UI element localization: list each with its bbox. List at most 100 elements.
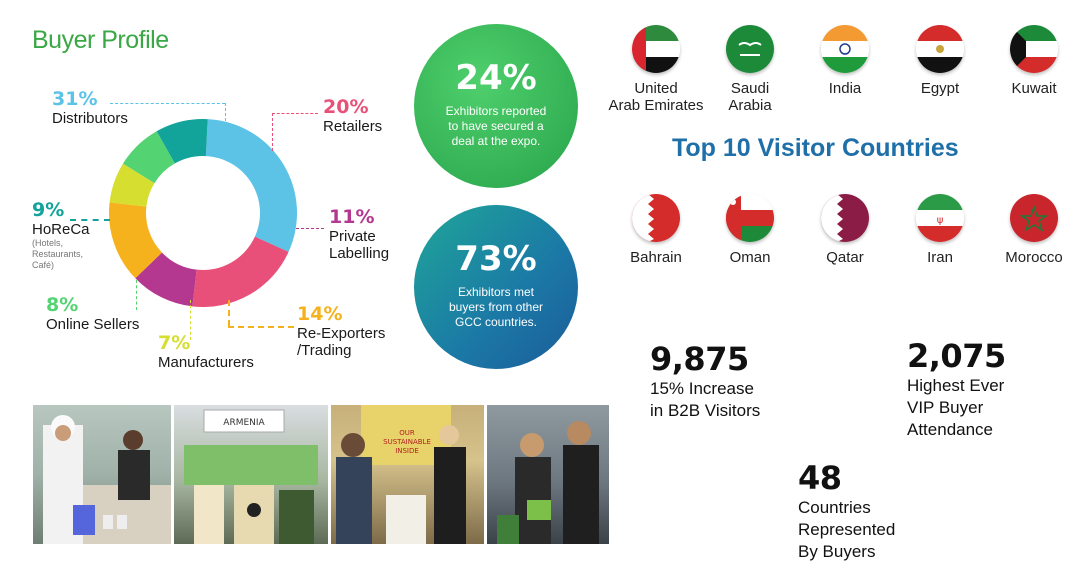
gcc-highlight-circle: 73% Exhibitors met buyers from other GCC… [414,205,578,369]
note-horeca-3: Café) [32,260,55,270]
leader-line-retailers [272,113,318,114]
morocco-flag-icon [1010,194,1058,242]
country-iran: Iran [927,249,953,266]
label-manufacturers: 7% Manufacturers [158,332,254,371]
oman-flag-icon [726,194,774,242]
country-egypt: Egypt [920,80,960,97]
photo-banner-text: ARMENIA [223,418,265,428]
deal-line-1: Exhibitors reported [445,104,547,118]
country-uae-line2: Arab Emirates [608,97,704,114]
country-qatar: Qatar [826,249,864,266]
photo-sustainable-stand: OUR SUSTAINABLE INSIDE [331,405,484,544]
stat-vip: 2,075 Highest Ever VIP Buyer Attendance [907,337,1006,441]
india-flag-icon [821,25,869,73]
stat-vip-line1: Highest Ever [907,376,1005,395]
pct-reexport: 14% [297,303,343,325]
donut-slice-private-labelling [135,252,197,307]
label-online-sellers: 8% Online Sellers [46,294,139,333]
stat-b2b: 9,875 15% Increase in B2B Visitors [650,340,760,422]
name-horeca: HoReCa [32,221,90,238]
donut-slice-online-sellers [122,131,175,184]
photo-sign-text-1: OUR [399,429,415,437]
country-bahrain: Bahrain [630,249,682,266]
note-horeca-2: Restaurants, [32,249,84,259]
name-reexport-1: Re-Exporters [297,325,386,342]
stat-vip-line2: VIP Buyer [907,398,984,417]
label-distributors: 31% Distributors [52,88,128,127]
name-manufacturers: Manufacturers [158,354,254,371]
country-oman: Oman [729,249,771,266]
gcc-line-3: GCC countries. [454,315,538,329]
name-online: Online Sellers [46,316,140,333]
label-retailers: 20% Retailers [323,96,382,135]
leader-line-private [296,228,324,229]
saudi-flag-icon [726,25,774,73]
stat-countries-value: 48 [798,459,842,497]
country-india: India [828,80,862,97]
stat-countries-line3: By Buyers [798,542,876,561]
deal-value: 24% [455,58,537,98]
deal-line-2: to have secured a [448,119,544,133]
pct-private: 11% [329,206,375,228]
stat-vip-value: 2,075 [907,337,1006,375]
leader-line-manufacturers [190,300,191,340]
donut-slices [109,119,297,307]
donut-slice-horeca [156,119,208,164]
leader-line-distributors [110,103,225,104]
gcc-value: 73% [455,239,537,279]
name-private-2: Labelling [329,245,390,262]
label-horeca: 9% HoReCa (Hotels, Restaurants, Café) [32,199,90,271]
bahrain-flag-icon [632,194,680,242]
pct-distributors: 31% [52,88,98,110]
stat-b2b-line1: 15% Increase [650,379,754,398]
leader-line-reexport-v [228,300,230,326]
donut-slice-manufacturers [109,163,155,207]
stat-vip-line3: Attendance [907,420,994,439]
leader-line-reexport [228,326,294,328]
deal-highlight-circle: 24% Exhibitors reported to have secured … [414,24,578,188]
iran-flag-icon: ψ [916,194,964,242]
photo-expo-visitors [33,405,171,544]
pct-horeca: 9% [32,199,65,221]
stat-countries-line2: Represented [798,520,896,539]
country-saudi-line1: Saudi [730,80,770,97]
deal-line-3: deal at the expo. [451,134,541,148]
top-countries-heading: Top 10 Visitor Countries [672,134,959,162]
country-saudi: Saudi Arabia [695,80,805,114]
note-horeca-1: (Hotels, [32,238,64,248]
leader-line-horeca [70,219,110,221]
name-private-1: Private [329,228,376,245]
qatar-flag-icon [821,194,869,242]
name-distributors: Distributors [52,110,128,127]
stat-b2b-line2: in B2B Visitors [650,401,761,420]
label-private-labelling: 11% Private Labelling [329,206,389,262]
pct-online: 8% [46,294,79,316]
gcc-line-1: Exhibitors met [457,285,535,299]
leader-line-distributors-v [225,103,226,121]
photo-sign-text-3: INSIDE [395,447,419,455]
gcc-line-2: buyers from other [448,300,544,314]
country-uae-line1: United [634,80,678,97]
donut-slice-retailers [192,236,289,307]
kuwait-flag-icon [1010,25,1058,73]
leader-line-retailers-v [272,113,273,151]
egypt-flag-icon [916,25,964,73]
page-title: Buyer Profile [32,26,169,54]
label-reexport: 14% Re-Exporters /Trading [297,303,385,359]
pct-retailers: 20% [323,96,369,118]
uae-flag-icon [632,25,680,73]
stat-countries-line1: Countries [798,498,871,517]
name-retailers: Retailers [323,118,383,135]
name-reexport-2: /Trading [297,342,352,359]
photo-sign-text-2: SUSTAINABLE [383,438,431,446]
donut-slice-distributors [205,119,297,252]
country-uae: United Arab Emirates [601,80,711,114]
country-morocco: Morocco [1005,249,1063,266]
pct-manufacturers: 7% [158,332,191,354]
photo-armenia-pavilion: ARMENIA [174,405,328,544]
country-kuwait: Kuwait [1011,80,1057,97]
leader-line-online [136,280,137,310]
stat-b2b-value: 9,875 [650,340,749,378]
photo-tasting [487,405,609,544]
stat-countries: 48 Countries Represented By Buyers [798,459,895,563]
